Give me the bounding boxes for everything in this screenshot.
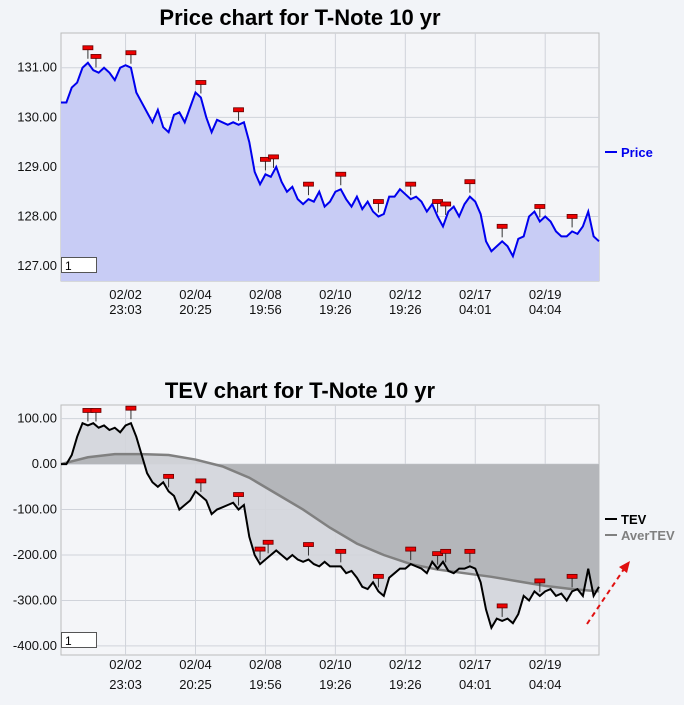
tev-event-marker: [464, 548, 476, 554]
price-event-marker: [496, 223, 508, 229]
price-event-marker: [335, 171, 347, 177]
price-xtick-date: 02/02: [109, 287, 142, 302]
tev-event-marker: [566, 573, 578, 579]
tev-legend-label: TEV: [621, 512, 647, 527]
price-event-marker: [566, 213, 578, 219]
price-xtick-date: 02/08: [249, 287, 282, 302]
tev-xtick-time: 04:01: [459, 677, 492, 692]
avertev-legend-label: AverTEV: [621, 528, 675, 543]
tev-ytick-label: -200.00: [13, 547, 57, 562]
tev-area-fill: [61, 423, 599, 628]
tev-event-marker: [233, 492, 244, 497]
tev-xtick-date: 02/04: [179, 657, 212, 672]
price-zoom-input[interactable]: 1: [61, 257, 97, 273]
price-xtick-time: 19:26: [319, 302, 352, 317]
price-event-marker: [464, 179, 476, 185]
avertev-line: [60, 452, 600, 593]
tev-xtick-time: 04:04: [529, 677, 562, 692]
price-event-marker: [405, 181, 417, 187]
tev-event-marker: [262, 539, 274, 545]
price-xtick-date: 02/17: [459, 287, 492, 302]
tev-event-marker: [254, 546, 266, 552]
price-ytick-label: 130.00: [17, 109, 57, 124]
trend-arrow-line: [586, 565, 627, 625]
price-legend-label: Price: [621, 145, 653, 160]
tev-event-marker: [90, 408, 102, 413]
tev-xtick-time: 19:26: [319, 677, 352, 692]
price-event-marker: [90, 54, 102, 59]
tev-line: [61, 421, 600, 631]
tev-xtick-date: 02/17: [459, 657, 492, 672]
price-chart-title: Price chart for T-Note 10 yr: [159, 5, 441, 30]
price-event-marker: [233, 107, 244, 113]
tev-event-marker: [335, 548, 347, 554]
price-chart: Price chart for T-Note 10 yr 131.00 130.00…: [17, 5, 653, 317]
tev-ytick-label: 100.00: [17, 411, 57, 426]
price-xtick-time: 23:03: [109, 302, 142, 317]
tev-xtick-date: 02/12: [389, 657, 422, 672]
price-ytick-label: 127.00: [17, 258, 57, 273]
price-event-marker: [534, 204, 546, 209]
price-xtick-date: 02/04: [179, 287, 212, 302]
price-xtick-time: 20:25: [179, 302, 212, 317]
trend-arrow-head: [619, 561, 630, 573]
tev-ytick-label: 0.00: [32, 456, 57, 471]
tev-xtick-date: 02/02: [109, 657, 142, 672]
tev-event-marker: [534, 578, 546, 584]
tev-event-marker: [163, 473, 175, 479]
tev-xtick-time: 19:26: [389, 677, 422, 692]
tev-event-marker: [496, 603, 508, 609]
tev-ytick-label: -100.00: [13, 502, 57, 517]
price-xtick-time: 04:01: [459, 302, 492, 317]
price-xtick-time: 19:26: [389, 302, 422, 317]
tev-xtick-date: 02/19: [529, 657, 562, 672]
tev-xtick-time: 19:56: [249, 677, 282, 692]
tev-event-marker: [405, 546, 417, 552]
tev-event-marker: [195, 478, 207, 484]
price-event-marker: [195, 80, 207, 85]
price-xtick-date: 02/19: [529, 287, 562, 302]
tev-event-marker: [303, 542, 314, 547]
price-ytick-label: 128.00: [17, 209, 57, 224]
tev-xtick-time: 20:25: [179, 677, 212, 692]
price-event-marker: [82, 45, 94, 51]
price-event-marker: [125, 50, 137, 56]
price-line: [61, 61, 600, 259]
price-xtick-time: 19:56: [249, 302, 282, 317]
tev-ytick-label: -300.00: [13, 592, 57, 607]
tev-xtick-date: 02/08: [249, 657, 282, 672]
tev-xtick-date: 02/10: [319, 657, 352, 672]
tev-event-marker: [125, 405, 137, 411]
tev-shaded-band: [61, 454, 599, 592]
price-ytick-label: 129.00: [17, 159, 57, 174]
tev-chart: TEV chart for T-Note 10 yr 100.00 0.00 -100…: [13, 378, 675, 692]
price-xtick-date: 02/12: [389, 287, 422, 302]
price-xtick-time: 04:04: [529, 302, 562, 317]
price-area-fill: [61, 62, 599, 282]
price-event-marker: [303, 181, 314, 187]
tev-xtick-time: 23:03: [109, 677, 142, 692]
price-ytick-label: 131.00: [17, 60, 57, 75]
price-event-marker: [260, 156, 271, 162]
tev-event-marker: [440, 548, 452, 554]
tev-chart-title: TEV chart for T-Note 10 yr: [165, 378, 436, 403]
price-event-marker: [440, 201, 452, 207]
tev-event-marker: [373, 573, 384, 579]
price-event-marker: [268, 154, 279, 160]
tev-zoom-input[interactable]: 1: [61, 632, 97, 648]
price-event-marker: [432, 199, 444, 204]
price-event-marker: [373, 199, 384, 204]
tev-ytick-label: -400.00: [13, 638, 57, 653]
price-xtick-date: 02/10: [319, 287, 352, 302]
